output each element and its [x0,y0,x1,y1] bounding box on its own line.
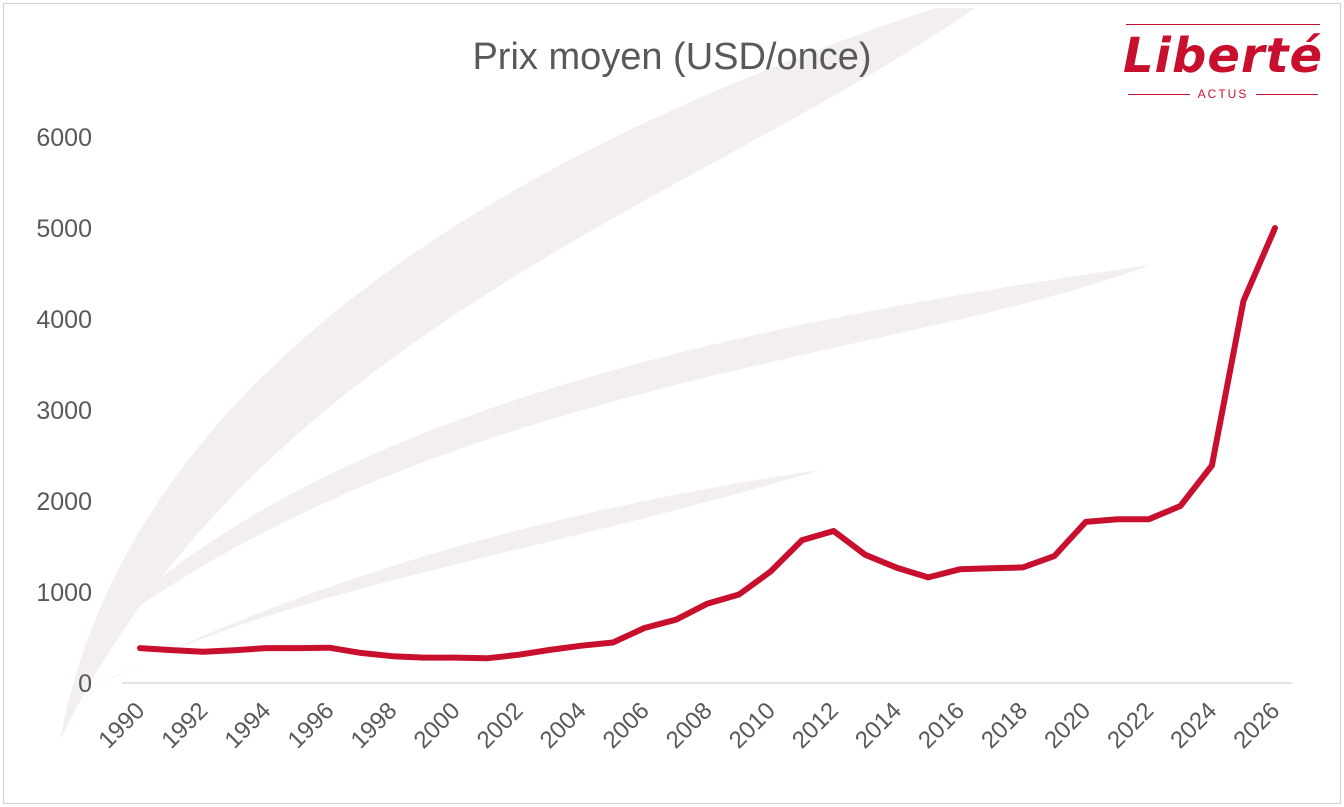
x-tick-label: 2002 [472,697,529,754]
logo-sub: ACTUS [1197,87,1249,101]
x-tick-label: 2010 [724,697,781,754]
series-line [137,225,1278,662]
logo-sub-line-right [1256,94,1318,95]
y-tick-label: 1000 [36,579,92,607]
x-tick-label: 2026 [1228,697,1285,754]
logo-sub-wrap: ACTUS [1118,86,1328,102]
chart-title: Prix moyen (USD/once) [472,36,872,78]
y-tick-label: 4000 [36,306,92,334]
y-tick-label: 5000 [36,215,92,243]
x-tick-label: 2022 [1102,697,1159,754]
watermark-shape [60,8,975,740]
x-tick-label: 2018 [976,697,1033,754]
watermark-flame [60,8,1150,740]
brand-logo: Liberté ACTUS [1118,20,1328,105]
x-tick-label: 2004 [535,697,592,754]
x-tick-label: 1998 [346,697,403,754]
x-tick-label: 2024 [1165,697,1222,754]
y-tick-label: 0 [78,670,92,698]
y-tick-label: 3000 [36,397,92,425]
logo-rule [1126,24,1320,25]
x-tick-label: 2012 [787,697,844,754]
y-axis: 0 1000 2000 3000 4000 5000 6000 [36,124,92,698]
x-tick-label: 2006 [598,697,655,754]
y-tick-label: 6000 [36,124,92,152]
x-tick-label: 2000 [409,697,466,754]
x-tick-label: 1992 [156,697,213,754]
x-axis: 1990 1992 1994 1996 1998 2000 2002 2004 2006 2008… [93,697,1285,754]
x-tick-label: 1990 [93,697,150,754]
logo-word: Liberté [1122,28,1324,84]
logo-sub-line-left [1128,94,1190,95]
x-tick-label: 1994 [220,697,277,754]
x-tick-label: 2020 [1039,697,1096,754]
x-tick-label: 2008 [661,697,718,754]
y-tick-label: 2000 [36,488,92,516]
x-tick-label: 2014 [850,697,907,754]
x-tick-label: 2016 [913,697,970,754]
x-tick-label: 1996 [283,697,340,754]
